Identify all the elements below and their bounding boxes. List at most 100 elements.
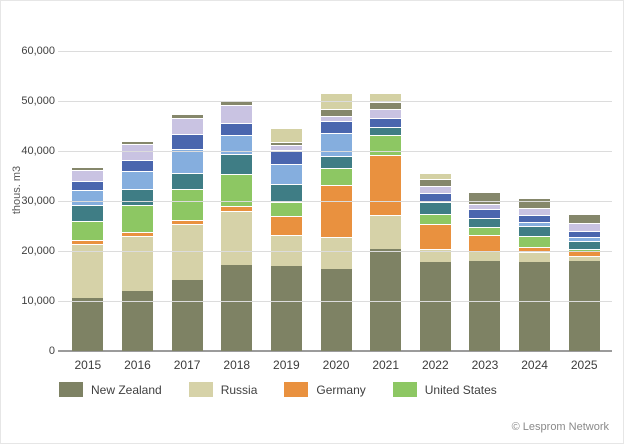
segment-united-states-2019[interactable] <box>270 202 302 216</box>
segment-unlabeled-teal-2023[interactable] <box>469 218 501 227</box>
segment-unlabeled-lavender-2021[interactable] <box>370 109 402 118</box>
segment-unlabeled-dark-blue-2017[interactable] <box>171 134 203 149</box>
segment-new-zealand-2017[interactable] <box>171 280 203 351</box>
segment-germany-2015[interactable] <box>72 240 104 244</box>
segment-united-states-2016[interactable] <box>121 205 153 232</box>
segment-unlabeled-olive-gray-2016[interactable] <box>121 141 153 144</box>
segment-unlabeled-lavender-2019[interactable] <box>270 145 302 150</box>
segment-united-states-2023[interactable] <box>469 227 501 235</box>
segment-unlabeled-tan-top-2019[interactable] <box>270 128 302 142</box>
segment-unlabeled-dark-blue-2015[interactable] <box>72 181 104 190</box>
segment-unlabeled-light-blue-2025[interactable] <box>568 237 600 241</box>
segment-germany-2023[interactable] <box>469 235 501 251</box>
segment-united-states-2024[interactable] <box>519 236 551 247</box>
segment-russia-2016[interactable] <box>121 236 153 291</box>
segment-new-zealand-2023[interactable] <box>469 261 501 351</box>
segment-russia-2023[interactable] <box>469 251 501 261</box>
segment-unlabeled-lavender-2018[interactable] <box>221 105 253 123</box>
segment-russia-2015[interactable] <box>72 244 104 298</box>
segment-unlabeled-dark-blue-2025[interactable] <box>568 231 600 237</box>
segment-unlabeled-teal-2022[interactable] <box>419 202 451 214</box>
segment-germany-2019[interactable] <box>270 216 302 235</box>
segment-united-states-2022[interactable] <box>419 214 451 224</box>
segment-new-zealand-2015[interactable] <box>72 298 104 351</box>
segment-unlabeled-dark-blue-2023[interactable] <box>469 209 501 218</box>
segment-new-zealand-2022[interactable] <box>419 262 451 351</box>
segment-unlabeled-teal-2015[interactable] <box>72 205 104 221</box>
segment-unlabeled-lavender-2024[interactable] <box>519 208 551 215</box>
segment-unlabeled-tan-top-2022[interactable] <box>419 173 451 179</box>
segment-unlabeled-olive-gray-2015[interactable] <box>72 167 104 170</box>
segment-unlabeled-olive-gray-2017[interactable] <box>171 114 203 118</box>
segment-united-states-2018[interactable] <box>221 174 253 206</box>
segment-unlabeled-dark-blue-2016[interactable] <box>121 160 153 171</box>
segment-germany-2017[interactable] <box>171 220 203 224</box>
segment-unlabeled-lavender-2022[interactable] <box>419 186 451 193</box>
segment-russia-2017[interactable] <box>171 224 203 280</box>
segment-united-states-2017[interactable] <box>171 189 203 220</box>
segment-unlabeled-olive-gray-2022[interactable] <box>419 179 451 186</box>
segment-unlabeled-teal-2025[interactable] <box>568 241 600 249</box>
segment-new-zealand-2020[interactable] <box>320 269 352 351</box>
segment-russia-2022[interactable] <box>419 249 451 262</box>
segment-new-zealand-2025[interactable] <box>568 261 600 351</box>
legend-item-germany[interactable]: Germany <box>284 382 366 397</box>
segment-unlabeled-lavender-2023[interactable] <box>469 204 501 209</box>
segment-germany-2016[interactable] <box>121 232 153 236</box>
segment-russia-2018[interactable] <box>221 211 253 265</box>
segment-unlabeled-teal-2018[interactable] <box>221 154 253 174</box>
segment-unlabeled-light-blue-2024[interactable] <box>519 222 551 226</box>
legend-item-new-zealand[interactable]: New Zealand <box>59 382 162 397</box>
segment-unlabeled-dark-blue-2019[interactable] <box>270 150 302 164</box>
segment-unlabeled-teal-2024[interactable] <box>519 226 551 236</box>
legend-item-russia[interactable]: Russia <box>188 382 257 397</box>
segment-unlabeled-lavender-2015[interactable] <box>72 170 104 181</box>
segment-unlabeled-olive-gray-2023[interactable] <box>469 192 501 204</box>
segment-unlabeled-lavender-2017[interactable] <box>171 118 203 134</box>
segment-germany-2022[interactable] <box>419 224 451 249</box>
segment-germany-2018[interactable] <box>221 206 253 211</box>
segment-new-zealand-2021[interactable] <box>370 249 402 351</box>
segment-new-zealand-2019[interactable] <box>270 266 302 351</box>
segment-russia-2021[interactable] <box>370 215 402 249</box>
segment-unlabeled-olive-gray-2019[interactable] <box>270 142 302 145</box>
segment-unlabeled-olive-gray-2025[interactable] <box>568 214 600 223</box>
segment-united-states-2025[interactable] <box>568 249 600 251</box>
segment-unlabeled-olive-gray-2020[interactable] <box>320 109 352 116</box>
segment-new-zealand-2016[interactable] <box>121 291 153 351</box>
segment-united-states-2015[interactable] <box>72 221 104 240</box>
segment-unlabeled-teal-2016[interactable] <box>121 189 153 205</box>
legend-item-united-states[interactable]: United States <box>392 382 497 397</box>
segment-unlabeled-light-blue-2017[interactable] <box>171 149 203 173</box>
segment-new-zealand-2024[interactable] <box>519 262 551 351</box>
segment-unlabeled-olive-gray-2018[interactable] <box>221 100 253 105</box>
segment-russia-2020[interactable] <box>320 237 352 269</box>
segment-unlabeled-dark-blue-2024[interactable] <box>519 215 551 222</box>
segment-russia-2024[interactable] <box>519 252 551 262</box>
segment-unlabeled-teal-2021[interactable] <box>370 127 402 135</box>
segment-unlabeled-dark-blue-2021[interactable] <box>370 118 402 127</box>
segment-unlabeled-dark-blue-2022[interactable] <box>419 193 451 202</box>
segment-unlabeled-olive-gray-2024[interactable] <box>519 198 551 208</box>
segment-unlabeled-dark-blue-2018[interactable] <box>221 123 253 135</box>
segment-unlabeled-light-blue-2019[interactable] <box>270 164 302 184</box>
segment-unlabeled-lavender-2020[interactable] <box>320 116 352 121</box>
segment-unlabeled-tan-top-2021[interactable] <box>370 93 402 102</box>
segment-russia-2019[interactable] <box>270 235 302 266</box>
segment-unlabeled-dark-blue-2020[interactable] <box>320 121 352 133</box>
segment-unlabeled-light-blue-2015[interactable] <box>72 190 104 205</box>
segment-germany-2020[interactable] <box>320 185 352 237</box>
segment-unlabeled-light-blue-2018[interactable] <box>221 135 253 154</box>
segment-united-states-2021[interactable] <box>370 135 402 155</box>
segment-unlabeled-teal-2017[interactable] <box>171 173 203 189</box>
segment-unlabeled-light-blue-2020[interactable] <box>320 133 352 156</box>
segment-new-zealand-2018[interactable] <box>221 265 253 351</box>
segment-russia-2025[interactable] <box>568 256 600 261</box>
segment-unlabeled-lavender-2016[interactable] <box>121 144 153 160</box>
segment-unlabeled-teal-2019[interactable] <box>270 184 302 202</box>
segment-unlabeled-light-blue-2016[interactable] <box>121 171 153 189</box>
segment-germany-2021[interactable] <box>370 155 402 215</box>
segment-germany-2024[interactable] <box>519 247 551 252</box>
segment-unlabeled-teal-2020[interactable] <box>320 156 352 168</box>
segment-unlabeled-lavender-2025[interactable] <box>568 223 600 231</box>
